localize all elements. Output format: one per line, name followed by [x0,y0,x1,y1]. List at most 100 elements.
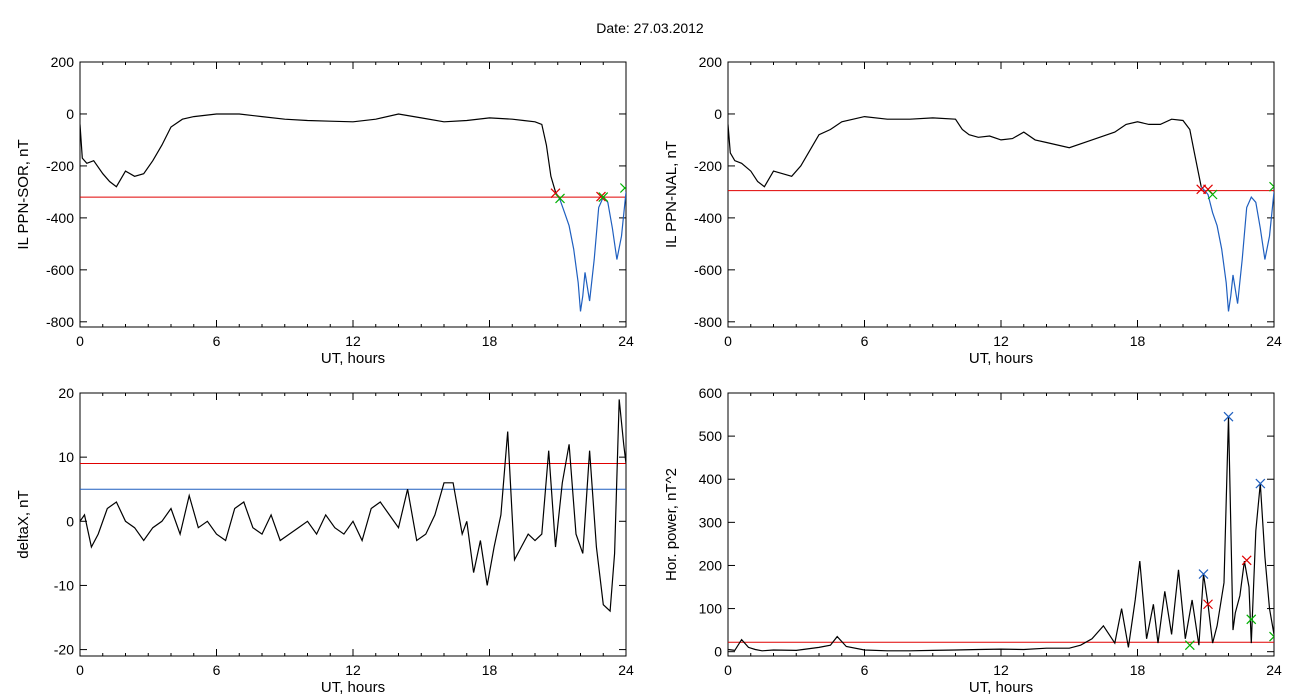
event-marker-red [1241,555,1252,566]
plot-area [728,115,1274,312]
x-tick-label: 24 [618,662,634,678]
marker-stroke [1269,631,1274,638]
y-tick-label: 100 [699,601,723,617]
series-line-main [728,416,1274,652]
y-tick-label: -200 [694,158,722,174]
marker-stroke [619,186,626,193]
y-tick-label: 20 [58,385,74,401]
panel-top-left: 0 6 12 18 24 200 0 -200 -400 -600 -800 UT, hours IL … [15,54,634,367]
x-tick-label: 12 [345,333,361,349]
x-tick-label: 18 [1130,662,1146,678]
plot-area [728,411,1274,652]
marker-stroke [1203,599,1213,610]
marker-stroke [555,193,565,204]
panel-top-right: 0 6 12 18 24 200 0 -200 -400 -600 -800 UT, hours IL … [663,54,1282,367]
y-tick-label: -400 [46,210,74,226]
x-tick-label: 6 [861,333,869,349]
y-axis-label: IL PPN-SOR, nT [15,139,32,249]
x-axis-label: UT, hours [969,350,1033,367]
marker-stroke [1269,185,1274,192]
plot-frame [79,61,627,328]
event-marker-blue [1198,569,1209,580]
marker-stroke [1269,181,1274,188]
plot-area [80,113,626,312]
plot-frame [727,61,1275,328]
series-line-highlight [554,191,626,312]
series-line-main [80,399,626,613]
event-marker-green [1269,631,1274,642]
event-marker-green [598,192,609,203]
y-tick-label: -400 [694,210,722,226]
x-tick-label: 0 [724,662,732,678]
date-label: Date: [596,20,630,36]
y-axis-label: deltaX, nT [15,490,32,558]
x-axis-label: UT, hours [321,679,385,696]
event-marker-green [619,183,626,193]
marker-stroke [1198,569,1209,580]
y-tick-label: -800 [694,314,722,330]
series-line-main [728,115,1202,188]
x-tick-label: 0 [76,662,84,678]
event-marker-green [1207,189,1218,200]
marker-stroke [550,188,561,199]
marker-stroke [1184,640,1195,651]
event-marker-green [1246,614,1257,625]
y-tick-label: 400 [699,471,723,487]
marker-stroke [1246,614,1257,625]
x-axis-label: UT, hours [321,350,385,367]
series-line-highlight [1200,186,1274,312]
x-tick-label: 12 [345,662,361,678]
y-tick-label: 0 [714,644,722,660]
y-tick-label: 200 [51,54,75,70]
y-tick-label: -10 [54,577,74,593]
x-tick-label: 0 [724,333,732,349]
x-tick-label: 12 [993,662,1009,678]
y-tick-label: -800 [46,314,74,330]
panel-bottom-right: 0 6 12 18 24 600 500 400 300 200 100 0 UT, hours Hor.… [663,385,1282,696]
date-value: 27.03.2012 [633,20,704,36]
x-tick-label: 6 [213,333,221,349]
x-tick-label: 18 [1130,333,1146,349]
event-marker-red [596,191,606,202]
event-marker-green [1269,181,1274,192]
event-marker-green [555,193,565,204]
x-tick-label: 18 [482,662,498,678]
plot-frame [79,392,627,657]
y-axis-label: IL PPN-NAL, nT [663,141,680,248]
y-axis-label: Hor. power, nT^2 [663,468,680,581]
x-tick-label: 6 [861,662,869,678]
x-tick-label: 24 [1266,333,1282,349]
x-tick-label: 24 [1266,662,1282,678]
marker-stroke [1207,189,1218,200]
marker-stroke [1269,635,1274,642]
x-tick-label: 18 [482,333,498,349]
y-tick-label: 0 [66,106,74,122]
y-tick-label: -200 [46,158,74,174]
panel-bottom-left: 0 6 12 18 24 20 10 0 -10 -20 UT, hours deltaX, nT [15,385,634,696]
y-tick-label: 0 [66,513,74,529]
marker-stroke [1203,184,1213,195]
marker-stroke [1223,411,1234,422]
marker-stroke [1255,478,1266,489]
y-tick-label: 0 [714,106,722,122]
y-tick-label: -20 [54,642,74,658]
event-marker-green [1184,640,1195,651]
x-tick-label: 6 [213,662,221,678]
x-tick-label: 24 [618,333,634,349]
marker-stroke [596,191,606,202]
date-title: Date: 27.03.2012 [0,20,1300,36]
plot-frame [727,392,1275,657]
event-marker-red [1203,599,1213,610]
x-tick-label: 0 [76,333,84,349]
event-marker-blue [1255,478,1266,489]
y-tick-label: -600 [694,262,722,278]
y-tick-label: 600 [699,385,723,401]
marker-stroke [598,192,609,203]
event-marker-blue [1223,411,1234,422]
y-tick-label: -600 [46,262,74,278]
x-axis-label: UT, hours [969,679,1033,696]
y-tick-label: 200 [699,557,723,573]
y-tick-label: 500 [699,428,723,444]
y-tick-label: 200 [699,54,723,70]
